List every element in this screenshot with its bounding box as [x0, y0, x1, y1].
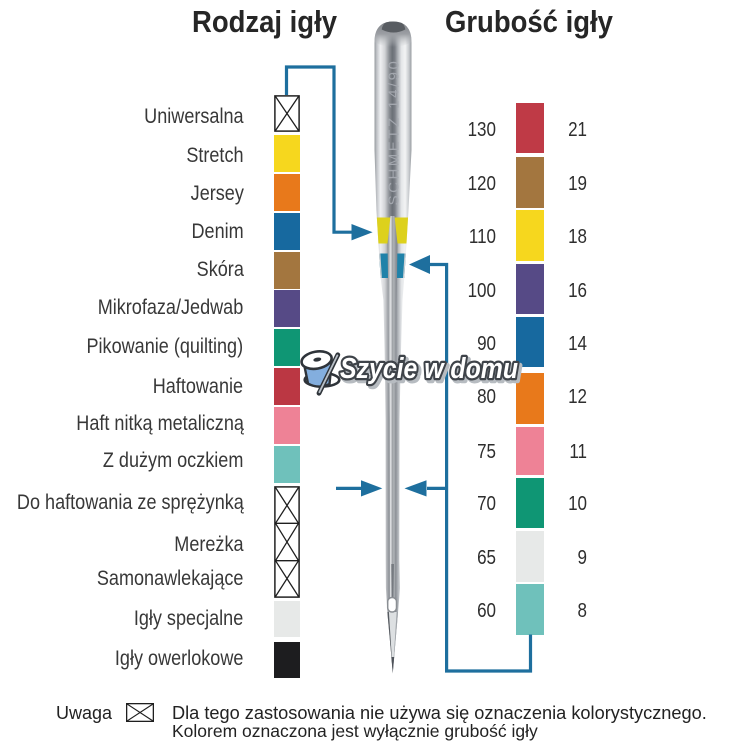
svg-text:Szycie w domu: Szycie w domu: [343, 356, 521, 388]
svg-text:Szycie w domu: Szycie w domu: [340, 353, 518, 385]
svg-text:SCHMETZ 14/90: SCHMETZ 14/90: [386, 59, 403, 206]
